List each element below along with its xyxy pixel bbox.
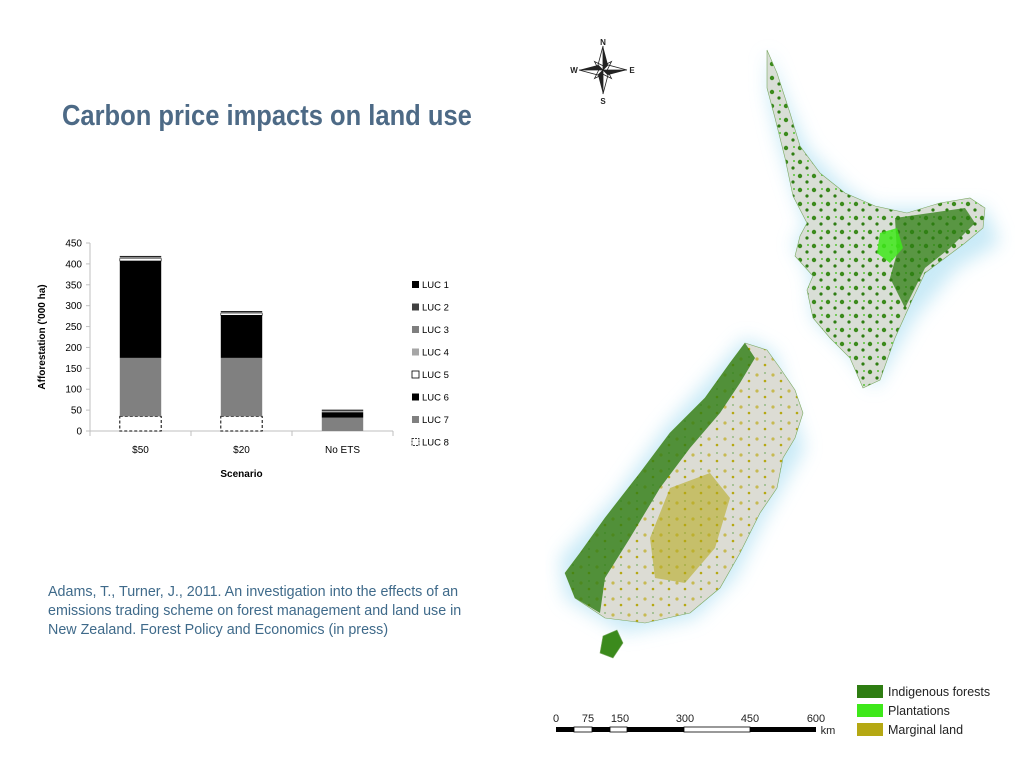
map-scale-bar: 0 75 150 300 450 600 km [553, 713, 835, 737]
citation-text: Adams, T., Turner, J., 2011. An investig… [48, 584, 462, 638]
y-tick-label: 450 [65, 239, 82, 250]
y-tick-label: 0 [76, 427, 82, 438]
scale-tick-label: 0 [553, 713, 559, 725]
x-tick-label: $50 [132, 445, 149, 456]
y-tick-label: 200 [65, 343, 82, 354]
scale-labels: 0 75 150 300 450 600 km [553, 713, 835, 737]
bar-segment [220, 315, 263, 358]
bar-segment [119, 357, 162, 417]
bar-segment [321, 410, 364, 412]
y-tick-label: 300 [65, 301, 82, 312]
legend-label: LUC 8 [422, 438, 449, 449]
scale-unit-label: km [821, 725, 836, 737]
bar-segment [321, 410, 364, 413]
legend-swatch [412, 416, 419, 423]
legend-label: LUC 5 [422, 370, 449, 381]
bar-segment [220, 312, 263, 316]
legend-swatch [412, 281, 419, 288]
legend-label: LUC 4 [422, 348, 449, 359]
scale-tick-label: 300 [676, 713, 694, 725]
compass-s-label: S [600, 97, 606, 106]
x-axis-title: Scenario [220, 469, 262, 480]
bar-segment [321, 412, 364, 418]
map-legend-label: Indigenous forests [888, 684, 991, 699]
compass-star-icon [578, 45, 628, 95]
map-legend-item: Marginal land [857, 720, 990, 739]
y-tick-label: 150 [65, 364, 82, 375]
bar-segment [220, 312, 263, 313]
scale-tick-label: 75 [582, 713, 594, 725]
y-tick-label: 350 [65, 280, 82, 291]
marginal-swatch [857, 723, 883, 736]
compass-n-label: N [600, 38, 606, 47]
bar-segment [119, 256, 162, 258]
new-zealand-map [560, 49, 1000, 659]
map-legend-item: Plantations [857, 701, 990, 720]
afforestation-chart: 0 50 100 150 200 250 300 350 400 450 $50 $20 No ETS S… [37, 239, 449, 481]
map-legend-label: Marginal land [888, 722, 964, 737]
south-island-west-forest [565, 343, 755, 613]
legend-swatch [412, 303, 419, 311]
x-tick-label: No ETS [325, 445, 360, 456]
scale-tick-label: 600 [807, 713, 825, 725]
bar-segment [119, 257, 162, 258]
north-island [766, 49, 986, 389]
bar-segment [321, 417, 364, 431]
bar-segment [220, 415, 263, 432]
scale-segments [556, 726, 816, 733]
map-legend: Indigenous forests Plantations Marginal … [857, 682, 990, 739]
legend-label: LUC 6 [422, 393, 449, 404]
bar-segment [119, 415, 162, 432]
bar-segment [119, 255, 162, 257]
bar-segment [119, 257, 162, 259]
compass-e-label: E [629, 66, 635, 75]
y-tick-label: 50 [71, 406, 83, 417]
bar-segment [220, 311, 263, 312]
legend-label: LUC 3 [422, 325, 449, 336]
legend-swatch [411, 438, 420, 446]
stewart-island [599, 629, 624, 659]
bar-segment [220, 311, 263, 313]
legend-swatch [412, 326, 419, 333]
y-axis-title: Afforestation ('000 ha) [37, 284, 48, 389]
legend-label: LUC 1 [422, 280, 449, 291]
map-legend-label: Plantations [888, 703, 950, 718]
compass-rose: N S E W [570, 38, 635, 106]
legend-label: LUC 7 [422, 415, 449, 426]
bar-segment [220, 357, 263, 417]
y-tick-label: 100 [65, 385, 82, 396]
y-tick-label: 250 [65, 322, 82, 333]
map-legend-item: Indigenous forests [857, 682, 990, 701]
bar-segment [119, 260, 162, 358]
y-tick-label: 400 [65, 259, 82, 270]
compass-w-label: W [570, 66, 578, 75]
bar-segment [321, 409, 364, 411]
legend-label: LUC 2 [422, 303, 449, 314]
legend-swatch [411, 370, 420, 379]
slide-title: Carbon price impacts on land use [62, 100, 472, 132]
scale-tick-label: 450 [741, 713, 759, 725]
x-tick-label: $20 [233, 445, 250, 456]
legend-swatch [412, 348, 419, 356]
bar-segment [220, 312, 263, 314]
north-island-forest [890, 208, 975, 308]
bar-segment [119, 258, 162, 262]
plantations-swatch [857, 704, 883, 717]
indigenous-swatch [857, 685, 883, 698]
legend-swatch [412, 393, 419, 401]
north-island-plantation [877, 228, 903, 263]
south-island-marginal-land [650, 473, 730, 583]
scale-tick-label: 150 [611, 713, 629, 725]
